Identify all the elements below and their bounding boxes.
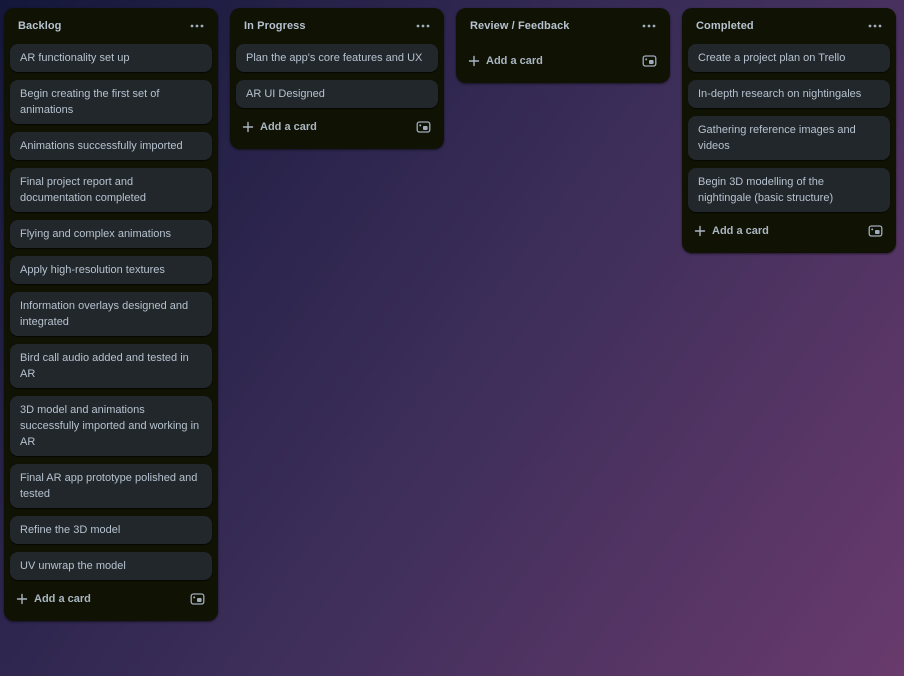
board-card[interactable]: Begin creating the first set of animatio…	[10, 80, 212, 124]
card-title: Refine the 3D model	[20, 524, 121, 536]
column-header: Backlog	[4, 8, 218, 42]
plus-icon	[16, 593, 28, 605]
board-card[interactable]: Animations successfully imported	[10, 132, 212, 160]
list-column: Backlog AR functionality set up Begin cr…	[4, 8, 218, 621]
board-card[interactable]: UV unwrap the model	[10, 552, 212, 580]
card-title: Bird call audio added and tested in AR	[20, 352, 189, 380]
create-from-template-button[interactable]	[186, 590, 208, 608]
plus-icon	[694, 225, 706, 237]
card-title: Apply high-resolution textures	[20, 264, 165, 276]
ellipsis-icon	[416, 24, 430, 28]
add-card-row: Add a card	[456, 43, 670, 79]
board-card[interactable]: Create a project plan on Trello	[688, 44, 890, 72]
add-card-label: Add a card	[712, 224, 769, 237]
ellipsis-icon	[868, 24, 882, 28]
card-title: AR UI Designed	[246, 88, 325, 100]
card-template-icon	[642, 54, 657, 68]
add-card-button[interactable]: Add a card	[468, 54, 638, 69]
card-list: Plan the app's core features and UX AR U…	[230, 42, 444, 108]
add-card-row: Add a card	[4, 581, 218, 617]
add-card-row: Add a card	[682, 213, 896, 249]
plus-icon	[242, 121, 254, 133]
card-title: Information overlays designed and integr…	[20, 300, 189, 328]
create-from-template-button[interactable]	[412, 118, 434, 136]
ellipsis-icon	[190, 24, 204, 28]
board-card[interactable]: AR UI Designed	[236, 80, 438, 108]
ellipsis-icon	[642, 24, 656, 28]
card-title: AR functionality set up	[20, 52, 130, 64]
board-card[interactable]: 3D model and animations successfully imp…	[10, 396, 212, 456]
card-list: Create a project plan on Trello In-depth…	[682, 42, 896, 212]
column-title[interactable]: In Progress	[244, 19, 306, 32]
card-template-icon	[416, 120, 431, 134]
card-title: UV unwrap the model	[20, 560, 126, 572]
card-title: 3D model and animations successfully imp…	[20, 404, 200, 448]
card-template-icon	[868, 224, 883, 238]
card-title: Create a project plan on Trello	[698, 52, 846, 64]
plus-icon	[468, 55, 480, 67]
card-template-icon	[190, 592, 205, 606]
add-card-label: Add a card	[260, 120, 317, 133]
column-header: Completed	[682, 8, 896, 42]
add-card-button[interactable]: Add a card	[242, 120, 412, 135]
board-card[interactable]: Bird call audio added and tested in AR	[10, 344, 212, 388]
card-title: Gathering reference images and videos	[698, 124, 856, 152]
card-title: In-depth research on nightingales	[698, 88, 862, 100]
add-card-label: Add a card	[486, 54, 543, 67]
board-card[interactable]: Final AR app prototype polished and test…	[10, 464, 212, 508]
column-menu-button[interactable]	[412, 17, 434, 35]
list-column: Completed Create a project plan on Trell…	[682, 8, 896, 253]
create-from-template-button[interactable]	[638, 52, 660, 70]
column-header: Review / Feedback	[456, 8, 670, 42]
board-card[interactable]: Gathering reference images and videos	[688, 116, 890, 160]
card-title: Final project report and documentation c…	[20, 176, 146, 204]
create-from-template-button[interactable]	[864, 222, 886, 240]
column-menu-button[interactable]	[864, 17, 886, 35]
board-card[interactable]: Final project report and documentation c…	[10, 168, 212, 212]
board-card[interactable]: AR functionality set up	[10, 44, 212, 72]
column-title[interactable]: Review / Feedback	[470, 19, 570, 32]
column-menu-button[interactable]	[638, 17, 660, 35]
card-title: Final AR app prototype polished and test…	[20, 472, 198, 500]
board-card[interactable]: Plan the app's core features and UX	[236, 44, 438, 72]
column-header: In Progress	[230, 8, 444, 42]
card-title: Flying and complex animations	[20, 228, 172, 240]
board-card[interactable]: In-depth research on nightingales	[688, 80, 890, 108]
column-title[interactable]: Completed	[696, 19, 754, 32]
board-card[interactable]: Apply high-resolution textures	[10, 256, 212, 284]
list-column: Review / Feedback Add a	[456, 8, 670, 83]
board-card[interactable]: Refine the 3D model	[10, 516, 212, 544]
add-card-row: Add a card	[230, 109, 444, 145]
board-card[interactable]: Information overlays designed and integr…	[10, 292, 212, 336]
card-title: Begin 3D modelling of the nightingale (b…	[698, 176, 834, 204]
column-title[interactable]: Backlog	[18, 19, 62, 32]
card-title: Animations successfully imported	[20, 140, 183, 152]
card-title: Plan the app's core features and UX	[246, 52, 423, 64]
board-card[interactable]: Flying and complex animations	[10, 220, 212, 248]
add-card-button[interactable]: Add a card	[16, 592, 186, 607]
board-card[interactable]: Begin 3D modelling of the nightingale (b…	[688, 168, 890, 212]
list-column: In Progress Plan the app's core features…	[230, 8, 444, 149]
add-card-button[interactable]: Add a card	[694, 224, 864, 239]
card-title: Begin creating the first set of animatio…	[20, 88, 160, 116]
column-menu-button[interactable]	[186, 17, 208, 35]
add-card-label: Add a card	[34, 592, 91, 605]
card-list: AR functionality set up Begin creating t…	[4, 42, 218, 580]
